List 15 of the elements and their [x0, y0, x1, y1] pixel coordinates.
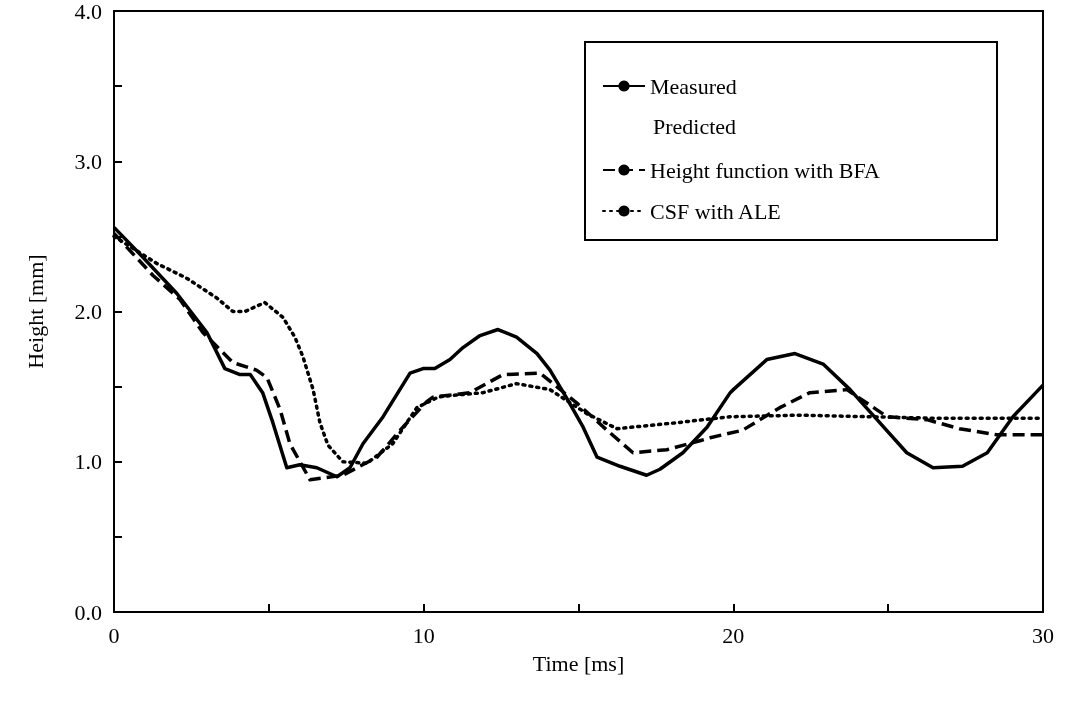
legend-label: CSF with ALE: [650, 198, 781, 224]
x-axis-title: Time [ms]: [532, 650, 625, 676]
y-tick-label: 3.0: [74, 148, 102, 174]
y-tick-label: 4.0: [74, 0, 102, 24]
annotation: Predicted: [653, 113, 737, 139]
legend-label: Height function with BFA: [650, 157, 881, 183]
x-tick-label: 20: [722, 622, 745, 648]
y-tick-label: 2.0: [74, 299, 102, 324]
x-tick-label: 0: [108, 622, 120, 648]
x-tick-label: 30: [1032, 622, 1054, 648]
x-tick-label: 10: [412, 622, 435, 648]
y-tick-label: 1.0: [74, 449, 102, 475]
legend-label: Measured: [650, 73, 737, 99]
y-tick-label: 0.0: [74, 599, 102, 625]
y-axis-title: Height [mm]: [22, 254, 48, 369]
